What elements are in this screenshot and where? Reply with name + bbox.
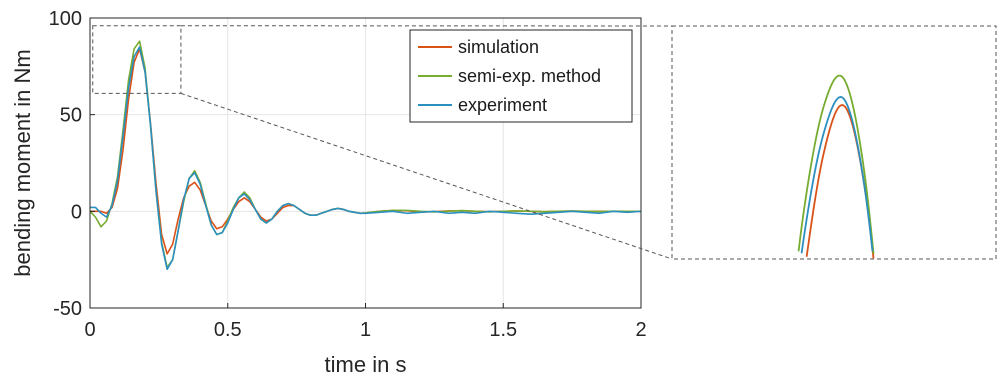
x-tick-label: 1.5 <box>489 319 517 341</box>
x-axis-ticks: 0 0.5 1 1.5 2 <box>84 303 647 341</box>
inset-plot-lines <box>797 74 875 259</box>
y-tick-label: -50 <box>53 298 82 320</box>
inset-series-line-experiment <box>800 96 874 254</box>
inset-series-line-semi-exp-method <box>797 74 875 254</box>
y-axis-ticks: -50 0 50 100 <box>49 8 95 320</box>
x-axis-label: time in s <box>325 352 407 377</box>
zoom-connectors <box>180 25 673 260</box>
legend-label: experiment <box>458 95 547 115</box>
legend: simulation semi-exp. method experiment <box>409 29 633 123</box>
zoom-connector-bottom <box>180 92 673 260</box>
y-tick-label: 100 <box>49 8 82 30</box>
x-tick-label: 1 <box>360 319 371 341</box>
series-line-experiment <box>90 46 642 271</box>
x-tick-label: 0.5 <box>214 319 242 341</box>
legend-box <box>409 29 633 123</box>
zoom-box <box>92 25 182 94</box>
plot-lines <box>89 40 642 271</box>
y-axis-label: bending moment in Nm <box>10 49 35 276</box>
legend-label: simulation <box>458 37 539 57</box>
x-tick-label: 0 <box>84 319 95 341</box>
y-tick-label: 50 <box>60 105 82 127</box>
y-tick-label: 0 <box>71 201 82 223</box>
legend-label: semi-exp. method <box>458 66 601 86</box>
x-tick-label: 2 <box>635 319 646 341</box>
inset-frame <box>671 25 997 260</box>
